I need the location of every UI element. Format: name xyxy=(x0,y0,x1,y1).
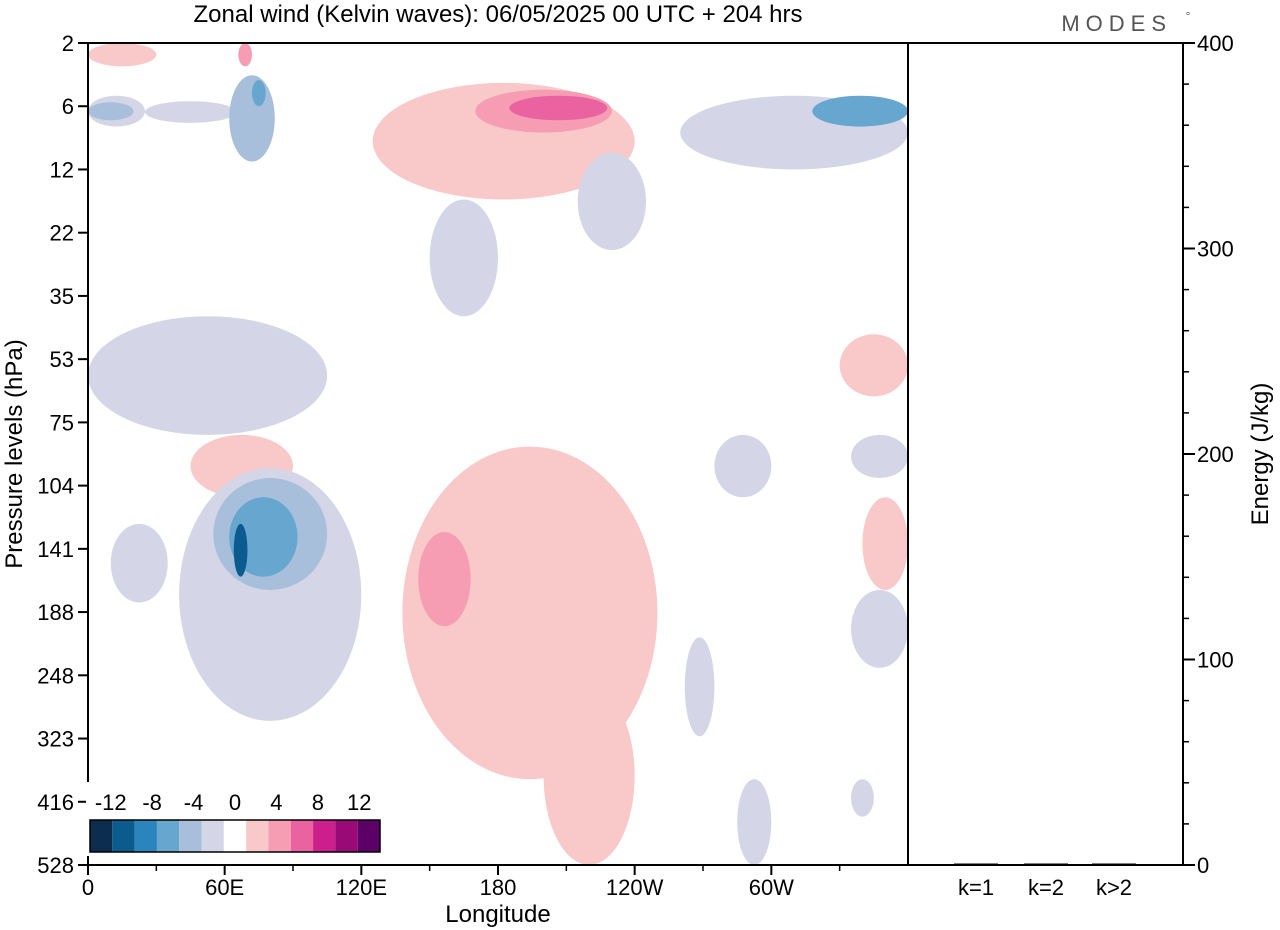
wind-anomaly-region-29 xyxy=(684,637,715,737)
colorbar-swatch xyxy=(201,820,224,852)
colorbar-swatch xyxy=(223,820,247,852)
colorbar-swatch xyxy=(357,820,380,852)
x-tick-label: 60W xyxy=(749,875,794,900)
energy-bars xyxy=(954,863,1136,865)
colorbar-swatch xyxy=(156,820,180,852)
colorbar-border xyxy=(89,819,381,853)
y-tick-label: 22 xyxy=(50,221,74,246)
energy-y-tick-label: 100 xyxy=(1197,648,1234,673)
wind-anomaly-region-20 xyxy=(110,523,168,603)
wind-anomaly-region-25 xyxy=(851,434,908,479)
colorbar-label: 8 xyxy=(312,790,324,815)
colorbar-label: 4 xyxy=(270,790,282,815)
x-tick-label: 120W xyxy=(606,875,664,900)
y-tick-label: 188 xyxy=(37,600,74,625)
chart-title: Zonal wind (Kelvin waves): 06/05/2025 00… xyxy=(194,1,803,28)
hovmoller-contour-fields xyxy=(88,43,908,865)
y-tick-label: 12 xyxy=(50,157,74,182)
colorbar-swatch xyxy=(313,820,336,852)
y-axis-label: Pressure levels (hPa) xyxy=(1,339,28,568)
y-tick-label: 323 xyxy=(37,727,74,752)
y-tick-label: 528 xyxy=(37,853,74,878)
colorbar-label: -12 xyxy=(95,790,127,815)
energy-y-axis: 0 100 200 300 400 xyxy=(1183,31,1234,878)
y-tick-label: 416 xyxy=(37,790,74,815)
energy-y-tick-label: 400 xyxy=(1197,31,1234,56)
energy-bar xyxy=(954,863,998,865)
wind-anomaly-region-19 xyxy=(233,523,248,577)
energy-bar xyxy=(1024,863,1068,865)
wind-anomaly-region-13 xyxy=(429,199,499,317)
x-axis: 0 60E 120E 180 120W 60W xyxy=(82,865,841,900)
y-tick-label: 53 xyxy=(50,347,74,372)
colorbar-swatch xyxy=(112,820,135,852)
energy-x-axis: k=1 k=2 k>2 xyxy=(958,875,1132,900)
colorbar-label: 12 xyxy=(347,790,371,815)
x-tick-label: 120E xyxy=(336,875,387,900)
modes-logo: MODES ° xyxy=(1061,9,1190,36)
colorbar-swatch xyxy=(268,820,291,852)
colorbar-swatch xyxy=(134,820,157,852)
wind-anomaly-region-12 xyxy=(88,316,328,435)
energy-y-tick-label: 300 xyxy=(1197,237,1234,262)
energy-x-tick-label: k=1 xyxy=(958,875,994,900)
energy-axis-label: Energy (J/kg) xyxy=(1247,383,1274,526)
wind-anomaly-region-22 xyxy=(418,531,471,627)
x-tick-label: 180 xyxy=(480,875,517,900)
y-tick-label: 2 xyxy=(62,31,74,56)
wind-anomaly-region-6 xyxy=(238,43,253,67)
colorbar-label: 0 xyxy=(229,790,241,815)
energy-x-tick-label: k=2 xyxy=(1028,875,1064,900)
x-tick-label: 0 xyxy=(82,875,94,900)
wind-anomaly-region-28 xyxy=(851,589,908,668)
wind-anomaly-region-1 xyxy=(144,101,237,123)
y-tick-label: 35 xyxy=(50,284,74,309)
modes-logo-mark: ° xyxy=(1186,9,1191,23)
colorbar-swatch xyxy=(90,820,113,852)
wind-anomaly-region-24 xyxy=(714,434,772,498)
y-tick-label: 104 xyxy=(37,474,74,499)
wind-anomaly-region-14 xyxy=(577,152,647,251)
wind-anomaly-region-31 xyxy=(851,779,874,817)
energy-y-tick-label: 0 xyxy=(1197,853,1209,878)
colorbar-swatch xyxy=(290,820,314,852)
wind-anomaly-region-26 xyxy=(839,334,908,397)
y-tick-label: 248 xyxy=(37,663,74,688)
wind-anomaly-region-27 xyxy=(862,497,908,590)
colorbar-label: -8 xyxy=(142,790,162,815)
colorbar-label: -4 xyxy=(184,790,204,815)
energy-y-tick-label: 200 xyxy=(1197,442,1234,467)
x-axis-label: Longitude xyxy=(445,901,550,928)
x-tick-label: 60E xyxy=(205,875,244,900)
wind-anomaly-region-23 xyxy=(543,686,635,865)
y-tick-label: 141 xyxy=(37,537,74,562)
wind-anomaly-region-3 xyxy=(229,75,275,162)
y-tick-label: 6 xyxy=(62,94,74,119)
wind-anomaly-region-2 xyxy=(88,102,134,121)
modes-logo-text: MODES xyxy=(1061,11,1172,36)
wind-anomaly-region-4 xyxy=(252,79,266,107)
y-tick-label: 75 xyxy=(50,410,74,435)
wind-anomaly-region-9 xyxy=(509,95,608,121)
energy-plot-frame xyxy=(907,42,1184,866)
colorbar-legend: -12 -8 -4 0 4 8 12 xyxy=(86,782,384,856)
wind-anomaly-region-5 xyxy=(88,43,157,67)
colorbar-swatch xyxy=(246,820,269,852)
wind-anomaly-region-11 xyxy=(812,95,908,127)
energy-x-tick-label: k>2 xyxy=(1096,875,1132,900)
wind-anomaly-region-30 xyxy=(737,779,772,865)
y-axis: 2 6 12 22 35 53 75 104 141 188 248 323 416 528 xyxy=(37,31,88,878)
energy-bar xyxy=(1092,863,1136,865)
colorbar-swatch xyxy=(179,820,202,852)
colorbar-swatch xyxy=(335,820,358,852)
